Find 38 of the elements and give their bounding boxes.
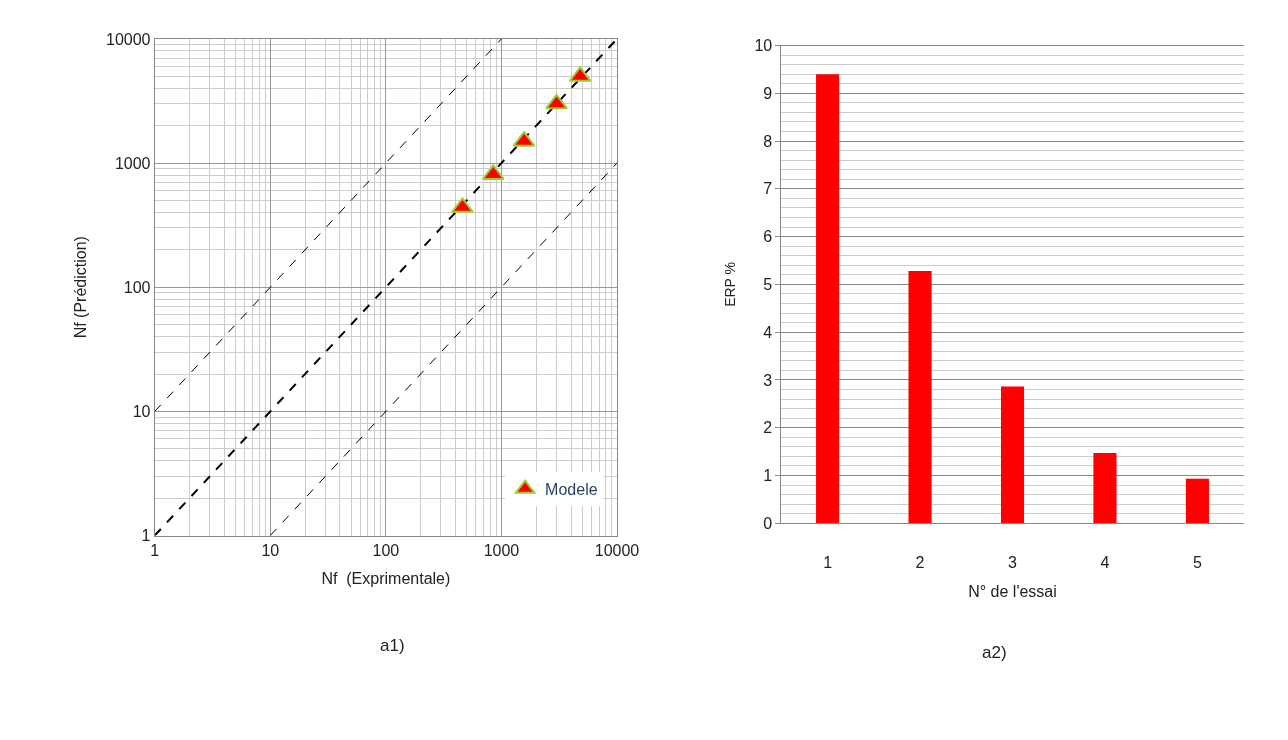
x-tick-label: 1000 (483, 541, 520, 559)
y-tick-label: 0 (763, 514, 773, 532)
text: a2) (982, 643, 1007, 662)
y-axis-title: Nf (Prédiction) (71, 236, 89, 339)
y-tick-label: 10 (132, 402, 151, 420)
x-tick-label: 1 (823, 554, 833, 572)
bar (1000, 386, 1025, 524)
y-tick-label: 1000 (114, 154, 151, 172)
y-tick-label: 5 (763, 275, 773, 293)
y-tick-label: 1 (141, 527, 151, 545)
y-tick-label: 7 (763, 180, 773, 198)
x-tick-label: 4 (1100, 554, 1110, 572)
x-tick-label: 10000 (594, 541, 640, 559)
bar (1185, 478, 1209, 524)
y-tick-label: 10000 (106, 30, 151, 48)
y-tick-label: 10 (754, 37, 773, 55)
x-tick-label: 3 (1008, 554, 1018, 572)
point (545, 93, 568, 110)
x-axis-title: Nf (Exprimentale) (321, 570, 451, 588)
y-tick-label: 4 (763, 323, 773, 341)
y-tick-label: 2 (763, 419, 773, 437)
y-tick-label: 100 (123, 278, 151, 296)
y-tick-label: 9 (763, 84, 773, 102)
x-tick-label: 2 (915, 554, 925, 572)
y-axis-title: ERP % (721, 261, 738, 307)
legend-label: Modele (545, 480, 598, 498)
x-tick-label: 10 (261, 541, 280, 559)
x-axis-title: N° de l'essai (968, 583, 1057, 601)
bar (816, 74, 840, 524)
y-tick-label: 8 (763, 132, 773, 150)
x-tick-label: 100 (372, 541, 400, 559)
bar (1093, 453, 1117, 524)
y-tick-label: 6 (763, 228, 773, 246)
x-tick-label: 5 (1192, 554, 1202, 572)
text: a1) (380, 636, 405, 655)
y-tick-label: 1 (763, 467, 773, 485)
y-tick-label: 3 (763, 371, 773, 389)
bar (908, 271, 932, 524)
